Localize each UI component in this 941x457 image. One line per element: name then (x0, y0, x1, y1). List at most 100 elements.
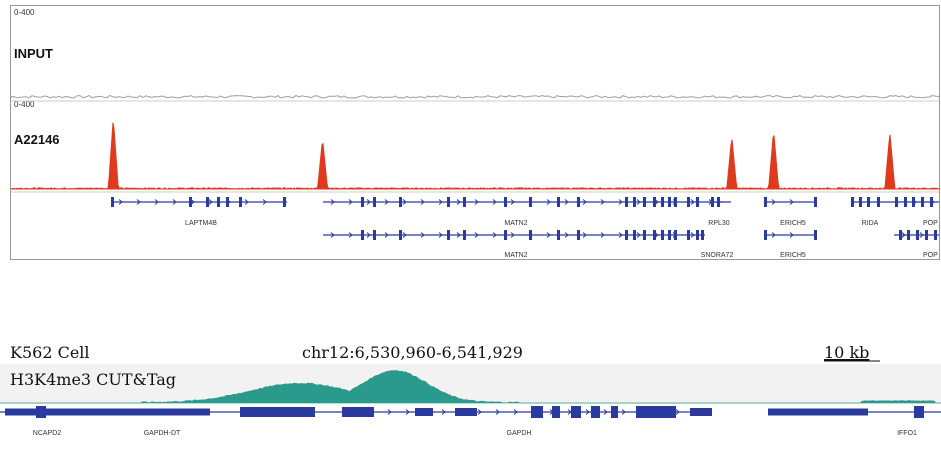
strand-arrow (546, 232, 551, 238)
exon-block (591, 406, 600, 418)
strand-arrow (564, 232, 569, 238)
strand-arrow (118, 199, 123, 205)
input-signal-trace (11, 94, 939, 99)
exon-block (36, 406, 46, 418)
exon-block (577, 230, 580, 240)
exon-block (399, 197, 402, 207)
exon-block (529, 197, 532, 207)
strand-arrow (405, 409, 410, 415)
strand-arrow (477, 409, 482, 415)
exon-block (240, 407, 315, 417)
exon-block (399, 230, 402, 240)
exon-block (668, 230, 671, 240)
exon-block (904, 197, 907, 207)
exon-block (914, 406, 924, 418)
exon-block (867, 197, 870, 207)
exon-block (916, 230, 919, 240)
exon-block (217, 197, 220, 207)
strand-arrow (636, 232, 641, 238)
locus-label: chr12:6,530,960-6,541,929 (302, 343, 523, 362)
exon-block (557, 230, 560, 240)
exon-block (361, 230, 364, 240)
strand-arrow (330, 232, 335, 238)
strand-arrow (348, 232, 353, 238)
gene-label-iffo1: IFFO1 (897, 430, 917, 437)
igv-panel-a: 0-400 INPUT 0-400 A22146 LAPTM4B MATN2 R… (10, 5, 940, 260)
exon-block (206, 197, 209, 207)
strand-arrow (366, 232, 371, 238)
exon-block (373, 197, 376, 207)
exon-block (239, 197, 242, 207)
a22146-range-label: 0-400 (14, 100, 35, 109)
exon-block (930, 197, 933, 207)
strand-arrow (402, 199, 407, 205)
strand-arrow (456, 199, 461, 205)
exon-block (668, 197, 671, 207)
strand-arrow (600, 199, 605, 205)
exon-block (768, 408, 868, 416)
strand-arrow (208, 199, 213, 205)
exon-block (851, 197, 854, 207)
exon-block (696, 197, 699, 207)
strand-arrow (441, 409, 446, 415)
a22146-signal-trace (11, 122, 939, 190)
exon-block (529, 230, 532, 240)
exon-block (557, 197, 560, 207)
strand-arrow (675, 409, 680, 415)
exon-block (625, 230, 628, 240)
strand-arrow (154, 199, 159, 205)
exon-block (447, 197, 450, 207)
exon-block (111, 197, 114, 207)
exon-block (653, 230, 656, 240)
gene-label-erich5: ERICH5 (780, 220, 806, 227)
strand-arrow (690, 199, 695, 205)
gene-label-laptm4b: LAPTM4B (185, 220, 217, 227)
exon-block (373, 230, 376, 240)
strand-arrow (585, 409, 590, 415)
strand-arrow (244, 199, 249, 205)
gene-annotations-a (111, 197, 939, 240)
strand-arrow (639, 409, 644, 415)
exon-block (701, 230, 704, 240)
gene-label-matn2: MATN2 (504, 220, 527, 227)
gene-label-gapdh-dt: GAPDH-DT (144, 430, 181, 437)
gene-label-matn2-2: MATN2 (504, 252, 527, 259)
exon-block (463, 230, 466, 240)
exon-block (674, 230, 677, 240)
exon-block (687, 197, 690, 207)
exon-block (895, 197, 898, 207)
strand-arrow (531, 409, 536, 415)
strand-arrow (636, 199, 641, 205)
exon-block (877, 197, 880, 207)
strand-arrow (693, 409, 698, 415)
strand-arrow (919, 232, 924, 238)
strand-arrow (366, 199, 371, 205)
exon-block (342, 407, 374, 417)
strand-arrow (564, 199, 569, 205)
input-track-name: INPUT (14, 46, 53, 61)
strand-arrow (474, 199, 479, 205)
gene-label-pop-2: POP (923, 252, 938, 259)
exon-block (687, 230, 690, 240)
strand-arrow (387, 409, 392, 415)
strand-arrow (771, 199, 776, 205)
exon-block (447, 230, 450, 240)
exon-block (636, 406, 676, 418)
exon-block (925, 230, 928, 240)
gene-label-rida: RIDA (862, 220, 879, 227)
exon-block (455, 408, 477, 416)
panel-a-svg: 0-400 INPUT 0-400 A22146 LAPTM4B MATN2 R… (11, 8, 939, 259)
exon-block (571, 406, 581, 418)
a22146-track-name: A22146 (14, 132, 60, 147)
strand-arrow (789, 232, 794, 238)
strand-arrow (136, 199, 141, 205)
strand-arrow (546, 199, 551, 205)
cuttag-track-label: H3K4me3 CUT&Tag (10, 370, 176, 389)
exon-block (661, 230, 664, 240)
exon-block (552, 406, 560, 418)
gene-annotations-b (0, 406, 941, 418)
gene-label-pop: POP (923, 220, 938, 227)
track-background (0, 364, 941, 404)
gene-label-snora72: SNORA72 (701, 252, 734, 259)
exon-block (653, 197, 656, 207)
